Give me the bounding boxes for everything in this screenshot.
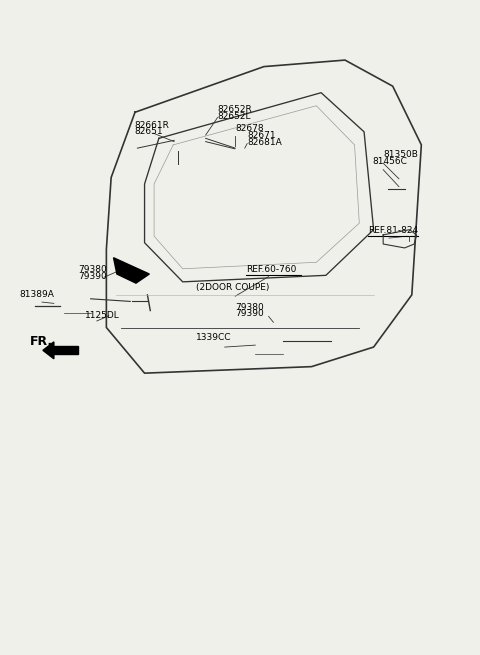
Text: 82671: 82671	[247, 131, 276, 140]
Text: 82652L: 82652L	[217, 112, 251, 121]
Bar	[255, 335, 283, 375]
Text: 1339CC: 1339CC	[196, 333, 231, 342]
Text: 82651: 82651	[134, 128, 163, 136]
Text: 82661R: 82661R	[134, 121, 169, 130]
Text: 81389A: 81389A	[20, 290, 54, 299]
Text: 82678: 82678	[235, 124, 264, 133]
Text: 81350B: 81350B	[383, 150, 418, 159]
Text: 1125DL: 1125DL	[85, 310, 120, 320]
Text: 82681A: 82681A	[247, 138, 282, 147]
Text: 82652R: 82652R	[217, 105, 252, 114]
Text: 79390: 79390	[235, 309, 264, 318]
Polygon shape	[51, 346, 78, 354]
Text: FR.: FR.	[30, 335, 53, 348]
Polygon shape	[114, 257, 149, 283]
Text: 81456C: 81456C	[372, 157, 408, 166]
Bar	[192, 295, 366, 396]
Text: REF.60-760: REF.60-760	[246, 265, 296, 274]
Bar	[64, 293, 91, 331]
Text: 79380: 79380	[79, 265, 108, 274]
Text: (2DOOR COUPE): (2DOOR COUPE)	[196, 283, 269, 292]
Text: 79380: 79380	[235, 303, 264, 312]
Text: REF.81-824: REF.81-824	[368, 226, 418, 235]
Bar	[330, 330, 336, 355]
Text: 79390: 79390	[79, 272, 108, 280]
Polygon shape	[43, 342, 54, 359]
